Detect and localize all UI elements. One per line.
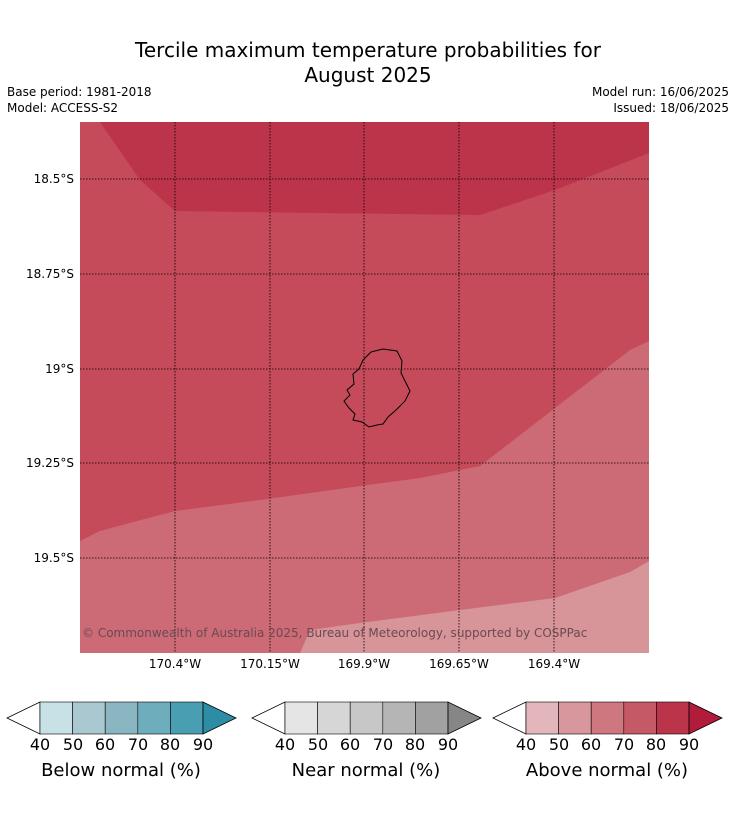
- tick-label: 40: [274, 735, 296, 754]
- zone-above-50: [300, 561, 649, 653]
- lon-label: 169.65°W: [429, 657, 489, 671]
- colorbar-above-normal: 40 50 60 70 80 90 Above normal (%): [492, 700, 724, 781]
- meta-left: Base period: 1981-2018 Model: ACCESS-S2: [7, 84, 152, 116]
- tick-label: 80: [159, 735, 181, 754]
- map-panel: [80, 122, 649, 653]
- lat-label: 19°S: [45, 362, 74, 376]
- model-name: Model: ACCESS-S2: [7, 101, 119, 115]
- tick-label: 40: [29, 735, 51, 754]
- lon-label: 169.4°W: [527, 657, 581, 671]
- colorbar-segment: [525, 701, 559, 735]
- colorbar-label: Above normal (%): [525, 760, 689, 781]
- issued-date: Issued: 18/06/2025: [613, 101, 729, 115]
- colorbar-segment: [104, 701, 139, 735]
- tick-label: 70: [372, 735, 394, 754]
- lat-label: 19.25°S: [26, 456, 74, 470]
- colorbar-segment: [656, 701, 690, 735]
- colorbar-label: Below normal (%): [41, 760, 201, 781]
- colorbar-extend-high: [688, 701, 723, 735]
- tick-label: 50: [548, 735, 570, 754]
- lat-label: 19.5°S: [33, 551, 74, 565]
- tick-label: 90: [678, 735, 700, 754]
- colorbar-extend-low: [6, 701, 41, 735]
- tick-label: 80: [404, 735, 426, 754]
- island-outline: [343, 348, 411, 428]
- tick-label: 70: [127, 735, 149, 754]
- meta-right: Model run: 16/06/2025 Issued: 18/06/2025: [592, 84, 729, 116]
- colorbar-segment: [590, 701, 625, 735]
- colorbar-segment: [39, 701, 73, 735]
- colorbar-label: Near normal (%): [291, 760, 441, 781]
- colorbar-extend-low: [492, 701, 527, 735]
- colorbar-segment: [284, 701, 318, 735]
- colorbar-segment: [72, 701, 106, 735]
- colorbar-segment: [558, 701, 592, 735]
- lon-label: 169.9°W: [337, 657, 391, 671]
- colorbar-extend-high: [202, 701, 237, 735]
- tick-label: 60: [94, 735, 116, 754]
- tick-label: 50: [62, 735, 84, 754]
- tick-label: 70: [613, 735, 635, 754]
- base-period: Base period: 1981-2018: [7, 85, 152, 99]
- colorbar-segment: [317, 701, 351, 735]
- chart-title: Tercile maximum temperature probabilitie…: [0, 38, 736, 88]
- colorbar-segment: [137, 701, 171, 735]
- colorbar-segment: [170, 701, 204, 735]
- tick-label: 80: [645, 735, 667, 754]
- tick-label: 60: [339, 735, 361, 754]
- tick-label: 40: [515, 735, 537, 754]
- colorbar-segment: [349, 701, 384, 735]
- zone-above-80: [100, 122, 649, 215]
- gridlines: [80, 122, 649, 653]
- title-line-1: Tercile maximum temperature probabilitie…: [135, 38, 601, 62]
- tick-label: 50: [307, 735, 329, 754]
- tick-label: 90: [192, 735, 214, 754]
- colorbar-extend-high: [447, 701, 482, 735]
- colorbar-segment: [382, 701, 416, 735]
- colorbar-below-normal: 40 50 60 70 80 90 Below normal (%): [6, 700, 238, 781]
- colorbar-extend-low: [251, 701, 286, 735]
- tick-label: 60: [580, 735, 602, 754]
- colorbar-segment: [415, 701, 449, 735]
- colorbar-segment: [623, 701, 657, 735]
- tick-label: 90: [437, 735, 459, 754]
- model-run: Model run: 16/06/2025: [591, 85, 729, 99]
- lat-label: 18.75°S: [26, 267, 74, 281]
- lon-label: 170.15°W: [240, 657, 300, 671]
- lon-label: 170.4°W: [148, 657, 202, 671]
- colorbar-near-normal: 40 50 60 70 80 90 Near normal (%): [251, 700, 483, 781]
- copyright-notice: © Commonwealth of Australia 2025, Bureau…: [82, 626, 588, 640]
- title-line-2: August 2025: [304, 63, 432, 87]
- lat-label: 18.5°S: [33, 172, 74, 186]
- zone-above-60: [80, 341, 649, 653]
